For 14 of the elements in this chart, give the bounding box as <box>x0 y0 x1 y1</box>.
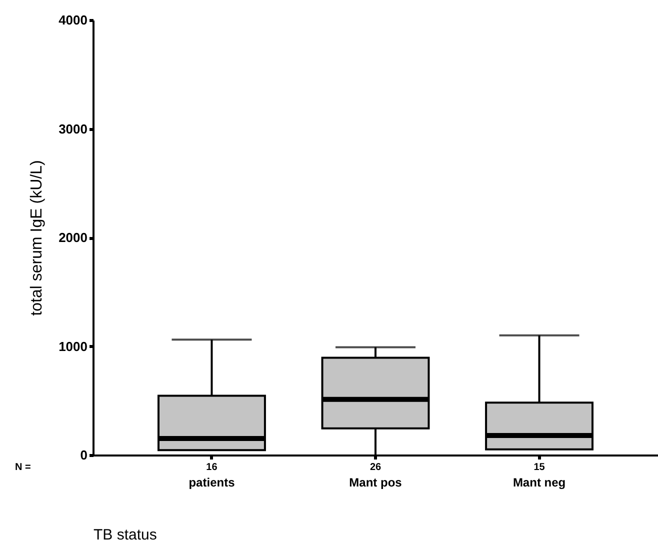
x-tick-label: Mant neg <box>512 476 566 490</box>
y-tick-label: 3000 <box>58 121 88 136</box>
y-axis-title: total serum IgE (kU/L) <box>28 160 46 316</box>
y-tick-label: 4000 <box>58 12 88 28</box>
x-tick-label: Mant pos <box>349 476 402 490</box>
y-tick-label: 1000 <box>58 338 88 354</box>
x-tick-label: patients <box>188 476 236 490</box>
text: 16 <box>206 462 218 473</box>
text: 26 <box>370 462 382 473</box>
y-tick-label: 0 <box>80 448 88 462</box>
y-tick-label: 2000 <box>58 230 88 245</box>
x-axis-title: TB status <box>94 526 157 544</box>
text: 15 <box>534 462 546 473</box>
text: N = <box>15 462 31 473</box>
